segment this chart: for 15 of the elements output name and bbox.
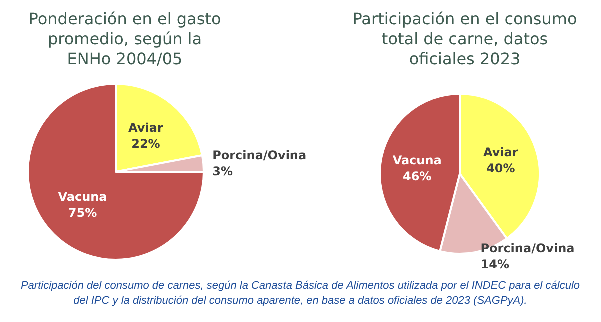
chart-title: Participación en el consumo total de carne, datos oficiales 2023 [352, 10, 578, 68]
slice-label: Vacuna [392, 154, 442, 168]
slice-label: Porcina/Ovina [212, 148, 307, 162]
data-label: 75% [68, 206, 98, 220]
data-label: 14% [480, 258, 510, 272]
data-label: 3% [212, 164, 233, 178]
data-label: 46% [402, 170, 432, 184]
slice-label: Porcina/Ovina [480, 242, 575, 256]
text: Participación del consumo de carnes, según la Canasta Básica de Alimentos utilizada por el INDEC para el cálculo del IPC y la distribución del consumo aparente, en base a datos oficiales de 2023 (SAGPyA). [20, 279, 581, 309]
chart-title: Ponderación en el gasto promedio, según la ENHo 2004/05 [28, 10, 222, 68]
slice-label: Vacuna [58, 190, 108, 204]
slice-label: Aviar [128, 120, 164, 135]
data-label: 22% [132, 136, 160, 151]
data-label: 40% [486, 162, 516, 176]
slice-label: Aviar [483, 146, 518, 160]
